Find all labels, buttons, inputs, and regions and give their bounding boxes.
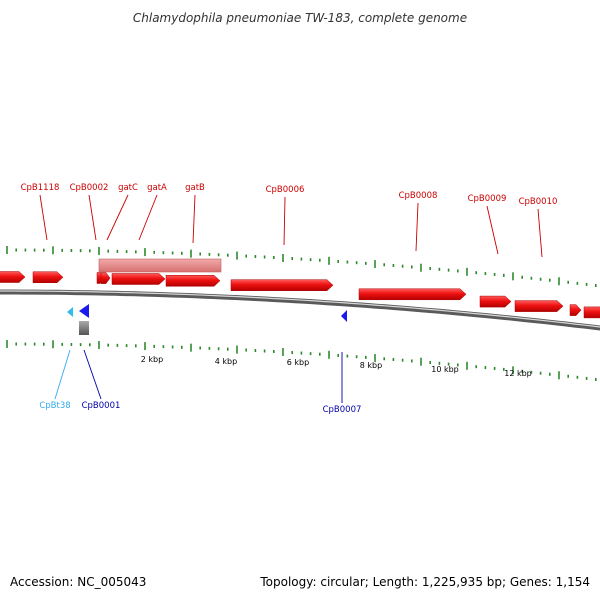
gene-arrow-forward (0, 271, 26, 283)
gene-leader-line (39, 194, 48, 241)
gene-arrow-forward (111, 273, 166, 285)
gene-label: CpB0008 (399, 191, 438, 201)
gene-label: CpB0006 (266, 185, 305, 195)
gene-leader-line (283, 196, 286, 246)
gene-leader-line (54, 349, 71, 400)
genome-backbone-highlight (0, 290, 600, 328)
gene-label: CpB0009 (468, 194, 507, 204)
gene-leader-line (192, 194, 196, 244)
gene-arrow-forward (165, 275, 221, 287)
gene-label: CpBt38 (39, 401, 70, 411)
accession-text: Accession: NC_005043 (10, 575, 147, 589)
gene-leader-line (537, 208, 543, 258)
gene-arrow-forward (479, 295, 512, 308)
gene-label: CpB1118 (21, 183, 60, 193)
gene-leader-line (83, 349, 102, 400)
gene-label: CpB0002 (70, 183, 109, 193)
genome-title: Chlamydophila pneumoniae TW-183, complet… (132, 11, 468, 25)
gene-arrow-forward (32, 271, 64, 284)
gene-label: CpB0007 (323, 405, 362, 415)
scale-tick-label: 10 kbp (431, 365, 459, 374)
gene-arrow-forward (358, 288, 467, 301)
gene-leader-line (486, 205, 499, 255)
gene-leader-line (88, 194, 97, 241)
gene-label: CpB0001 (82, 401, 121, 411)
scale-tick-label: 8 kbp (360, 361, 382, 370)
genome-summary-text: Topology: circular; Length: 1,225,935 bp… (260, 575, 590, 589)
gene-arrow-reverse (341, 310, 347, 322)
trna-marker (67, 307, 73, 317)
gene-leader-line (138, 194, 158, 241)
scale-tick-label: 6 kbp (287, 358, 309, 367)
gene-arrow-forward (230, 279, 334, 291)
scale-tick-label: 12 kbp (504, 369, 532, 378)
scale-tick-label: 4 kbp (215, 357, 237, 366)
selected-region-bar (98, 258, 222, 273)
gene-label: CpB0010 (519, 197, 558, 207)
genome-backbone (0, 289, 600, 331)
gene-arrow-reverse (79, 304, 89, 318)
scale-tick-label: 2 kbp (141, 355, 163, 364)
gene-arrow-forward (583, 306, 600, 319)
gene-leader-line (415, 202, 419, 252)
gene-arrow-forward (514, 300, 564, 312)
gene-label: gatC (118, 183, 138, 193)
gene-leader-line (106, 194, 129, 241)
gene-arrow-forward (569, 304, 582, 316)
gene-arrow-forward (100, 272, 111, 284)
gene-label: gatB (185, 183, 205, 193)
feature-block-grey (79, 321, 89, 335)
gene-label: gatA (147, 183, 167, 193)
